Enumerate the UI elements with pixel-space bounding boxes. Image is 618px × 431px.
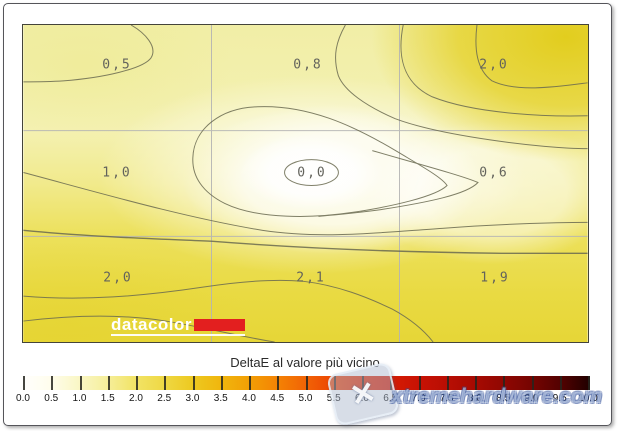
colorbar-tick	[220, 376, 223, 390]
colorbar-tick-label: 8.0	[468, 393, 482, 404]
colorbar-tick-label: 7.5	[439, 393, 454, 404]
contour-value-label: 1,0	[102, 165, 132, 181]
colorbar-tick	[531, 376, 534, 390]
colorbar-tick	[305, 376, 308, 390]
contour-lines	[23, 25, 588, 342]
colorbar-tick-label: 0.0	[16, 393, 30, 404]
colorbar-tick	[23, 376, 25, 390]
colorbar-tick-label: 9.5	[552, 393, 567, 404]
colorbar: 0.0 0.5 1.0 1.5 2.0 2.5 3.0 3.5 4.0 4.5 5.0 5.5 6.0 6…	[16, 376, 598, 406]
colorbar-tick	[446, 376, 449, 390]
heatmap-svg	[23, 25, 588, 342]
colorbar-tick	[277, 376, 280, 390]
contour-plot: 0,5 0,8 2,0 1,0 0,0 0,6 2,0 2,1 1,9 datacolor	[22, 24, 589, 343]
heatmap-center-glow-core	[239, 134, 384, 211]
colorbar-tick	[418, 376, 421, 390]
contour-value-label: 0,5	[102, 57, 132, 73]
colorbar-tick-label: 3.0	[185, 393, 200, 404]
colorbar-tick-label: 4.5	[270, 393, 285, 404]
contour-value-label: 0,0	[297, 165, 327, 181]
colorbar-tick-label: 3.5	[213, 393, 228, 404]
colorbar-tick	[475, 376, 477, 390]
colorbar-tick	[588, 376, 590, 390]
colorbar-tick	[51, 376, 54, 390]
colorbar-tick-label: 4.0	[242, 393, 256, 404]
datacolor-logo: datacolor	[111, 315, 246, 336]
colorbar-tick	[503, 376, 506, 390]
colorbar-tick	[559, 376, 562, 390]
contour-value-label: 2,0	[103, 270, 133, 286]
colorbar-tick	[390, 376, 393, 390]
heatmap-topright-dark	[371, 25, 588, 162]
colorbar-tick-label: 10.0	[578, 393, 598, 404]
colorbar-tick-label: 6.0	[355, 393, 369, 404]
colorbar-tick-label: 0.5	[44, 393, 59, 404]
colorbar-title: DeltaE al valore più vicino	[230, 355, 380, 370]
colorbar-tick-label: 1.5	[100, 393, 115, 404]
datacolor-logo-text: datacolor	[111, 315, 193, 334]
colorbar-tick	[362, 376, 364, 390]
contour-value-label: 2,1	[296, 270, 326, 286]
heatmap-bottomleft-dark	[23, 242, 253, 342]
colorbar-tick	[333, 376, 336, 390]
contour-value-label: 1,9	[480, 270, 510, 286]
colorbar-tick-label: 5.5	[326, 393, 341, 404]
contour-value-label: 2,0	[479, 57, 509, 73]
colorbar-tick-label: 6.5	[383, 393, 398, 404]
colorbar-tick	[107, 376, 110, 390]
colorbar-tick-label: 1.0	[72, 393, 87, 404]
colorbar-tick	[192, 376, 195, 390]
colorbar-tick-label: 7.0	[411, 393, 426, 404]
colorbar-tick	[164, 376, 167, 390]
colorbar-tick-label: 8.5	[496, 393, 511, 404]
datacolor-logo-red-bar	[194, 318, 246, 331]
colorbar-tick-label: 2.5	[157, 393, 172, 404]
colorbar-tick-label: 2.0	[129, 393, 143, 404]
contour-value-label: 0,6	[479, 165, 509, 181]
colorbar-tick	[136, 376, 138, 390]
contour-value-label: 0,8	[293, 57, 323, 73]
colorbar-tick	[79, 376, 82, 390]
colorbar-tick-label: 5.0	[298, 393, 313, 404]
colorbar-tick-label: 9.0	[524, 393, 539, 404]
colorbar-tick	[249, 376, 251, 390]
